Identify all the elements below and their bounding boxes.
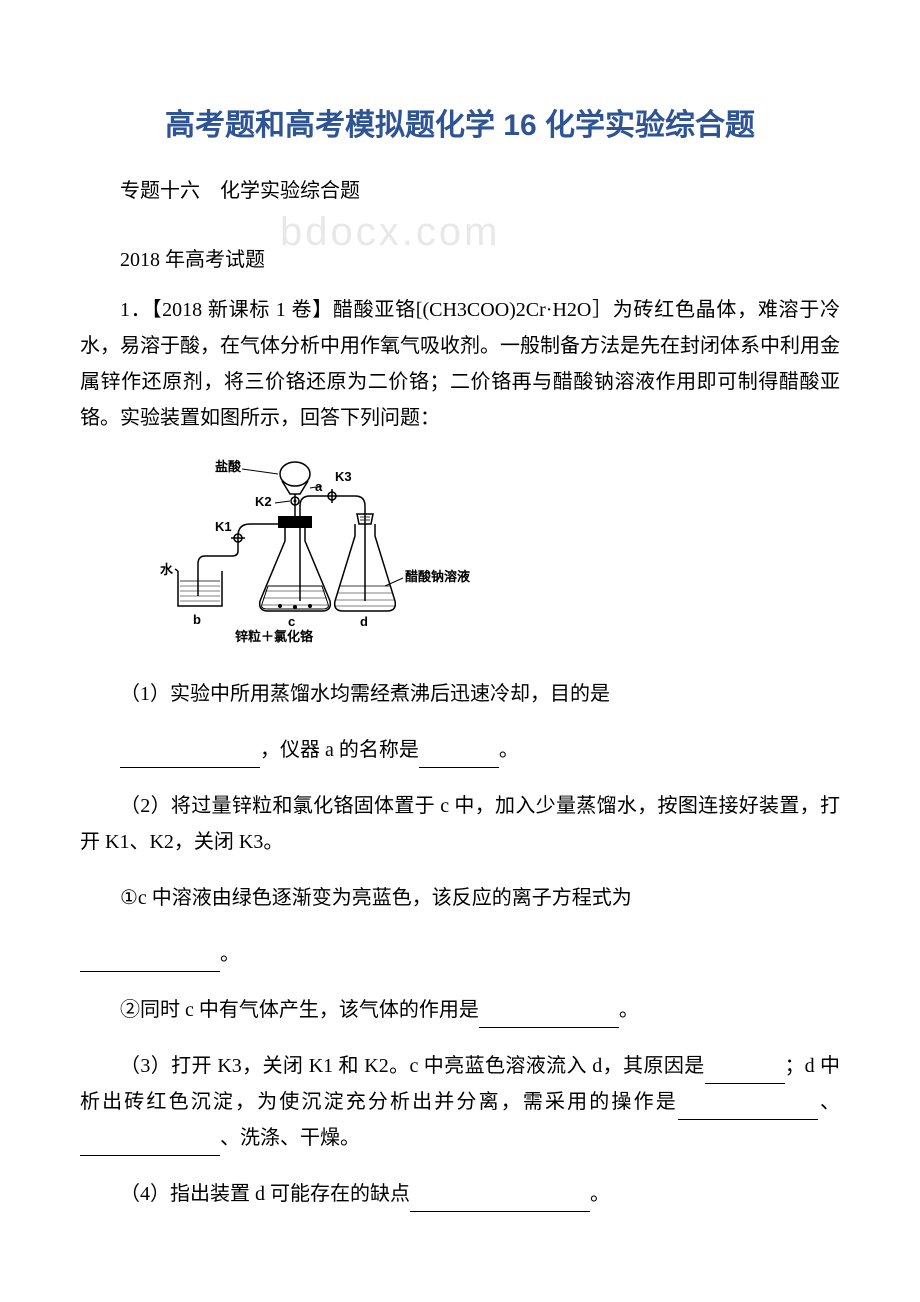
label-d: d (360, 614, 368, 629)
label-b: b (193, 612, 201, 627)
tube-to-beaker (198, 524, 280, 596)
question-1: （1）实验中所用蒸馏水均需经煮沸后迅速冷却，目的是 (80, 676, 840, 712)
blank (705, 1060, 785, 1084)
label-k2: K2 (255, 494, 272, 509)
question-2-intro: （2）将过量锌粒和氯化铬固体置于 c 中，加入少量蒸馏水，按图连接好装置，打开 … (80, 788, 840, 860)
question-3: （3）打开 K3，关闭 K1 和 K2。c 中亮蓝色溶液流入 d，其原因是；d … (80, 1048, 840, 1156)
label-c: c (288, 614, 295, 629)
q3-text-a: （3）打开 K3，关闭 K1 和 K2。c 中亮蓝色溶液流入 d，其原因是 (120, 1055, 705, 1077)
label-k1: K1 (215, 519, 232, 534)
label-water: 水 (160, 562, 174, 577)
dropping-funnel (280, 462, 310, 518)
blank (410, 1188, 590, 1212)
tube-c-to-d (300, 489, 365, 601)
question-2-2: ②同时 c 中有气体产生，该气体的作用是 。 (80, 992, 840, 1028)
question-4: （4）指出装置 d 可能存在的缺点 。 (80, 1176, 840, 1212)
q3-text-d: 、洗涤、干燥。 (220, 1127, 360, 1149)
apparatus-svg: 盐酸 a K2 K3 (160, 456, 560, 646)
question-intro: 1．【2018 新课标 1 卷】醋酸亚铬[(CH3COO)2Cr·H2O］为砖红… (80, 292, 840, 436)
document-content: 高考题和高考模拟题化学 16 化学实验综合题 专题十六 化学实验综合题 2018… (80, 100, 840, 1212)
q2-1-end: 。 (220, 943, 240, 965)
section-header: 2018 年高考试题 (80, 243, 840, 272)
question-2-1-blank: 。 (80, 936, 840, 972)
stopper (278, 516, 312, 528)
flask-d (335, 514, 396, 611)
page-title: 高考题和高考模拟题化学 16 化学实验综合题 (80, 100, 840, 144)
q2-1-text: ①c 中溶液由绿色逐渐变为亮蓝色，该反应的离子方程式为 (120, 887, 632, 909)
blank (419, 744, 499, 768)
experiment-diagram: 盐酸 a K2 K3 (160, 456, 840, 646)
q4-end: 。 (590, 1183, 610, 1205)
label-zinc: 锌粒＋氯化铬 (235, 629, 314, 644)
q1-text-b: ，仪器 a 的名称是 (260, 739, 419, 761)
subtitle: 专题十六 化学实验综合题 (80, 174, 840, 203)
label-acetate: 醋酸钠溶液 (405, 569, 470, 584)
blank (479, 1004, 619, 1028)
blank (80, 1132, 220, 1156)
label-hcl: 盐酸 (215, 459, 242, 474)
flask-c (260, 528, 331, 611)
blank (120, 744, 260, 768)
label-k3: K3 (335, 469, 352, 484)
blank (678, 1096, 818, 1120)
blank (80, 948, 220, 972)
q4-text: （4）指出装置 d 可能存在的缺点 (120, 1183, 410, 1205)
q1-text-a: （1）实验中所用蒸馏水均需经煮沸后迅速冷却，目的是 (120, 683, 610, 705)
q2-2-text: ②同时 c 中有气体产生，该气体的作用是 (120, 999, 479, 1021)
question-2-1: ①c 中溶液由绿色逐渐变为亮蓝色，该反应的离子方程式为 (80, 880, 840, 916)
q1-text-c: 。 (499, 739, 519, 761)
question-1-cont: ，仪器 a 的名称是 。 (80, 732, 840, 768)
q2-2-end: 。 (619, 999, 639, 1021)
q3-text-c: 、 (818, 1091, 840, 1113)
